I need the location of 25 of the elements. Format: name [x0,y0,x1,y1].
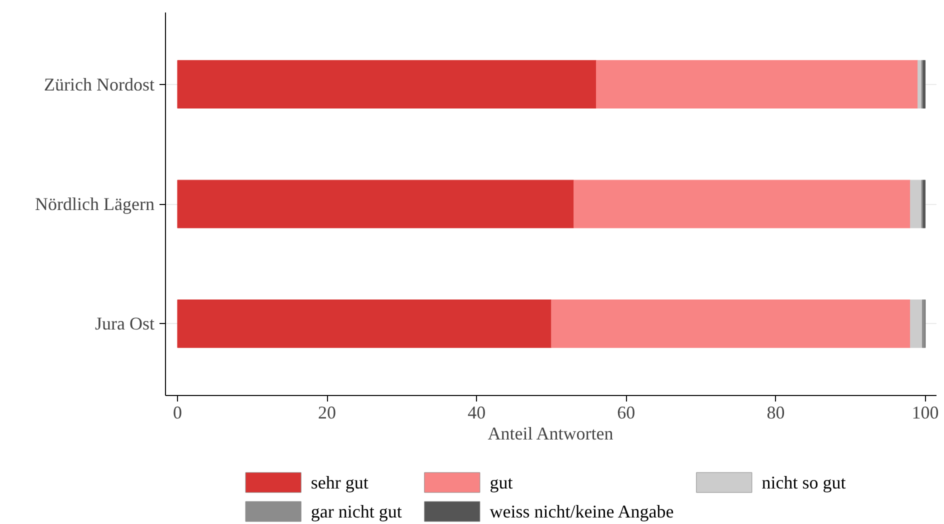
x-tick-label: 60 [617,402,636,422]
x-tick-label: 80 [766,402,785,422]
legend-label: gar nicht gut [310,502,402,522]
bar [596,60,918,108]
y-tick-label: Jura Ost [95,314,155,334]
bar [922,180,926,228]
x-tick-label: 100 [912,402,939,422]
bar [177,60,596,108]
bar [910,180,922,228]
bar [177,300,552,348]
legend-label: sehr gut [310,472,368,492]
y-tick-label: Nördlich Lägern [35,194,154,214]
bar [910,300,923,348]
bar [922,60,926,108]
bar [177,180,574,228]
legend-label: nicht so gut [762,472,846,492]
x-tick-label: 0 [172,402,182,422]
x-tick-label: 40 [468,402,486,422]
x-axis-title: Anteil Antworten [488,424,614,444]
legend-label: weiss nicht/keine Angabe [490,502,674,522]
x-tick-label: 20 [318,402,336,422]
legend-label: gut [490,472,513,492]
bar [574,180,911,228]
bar [551,300,911,348]
y-tick-label: Zürich Nordost [44,74,155,94]
